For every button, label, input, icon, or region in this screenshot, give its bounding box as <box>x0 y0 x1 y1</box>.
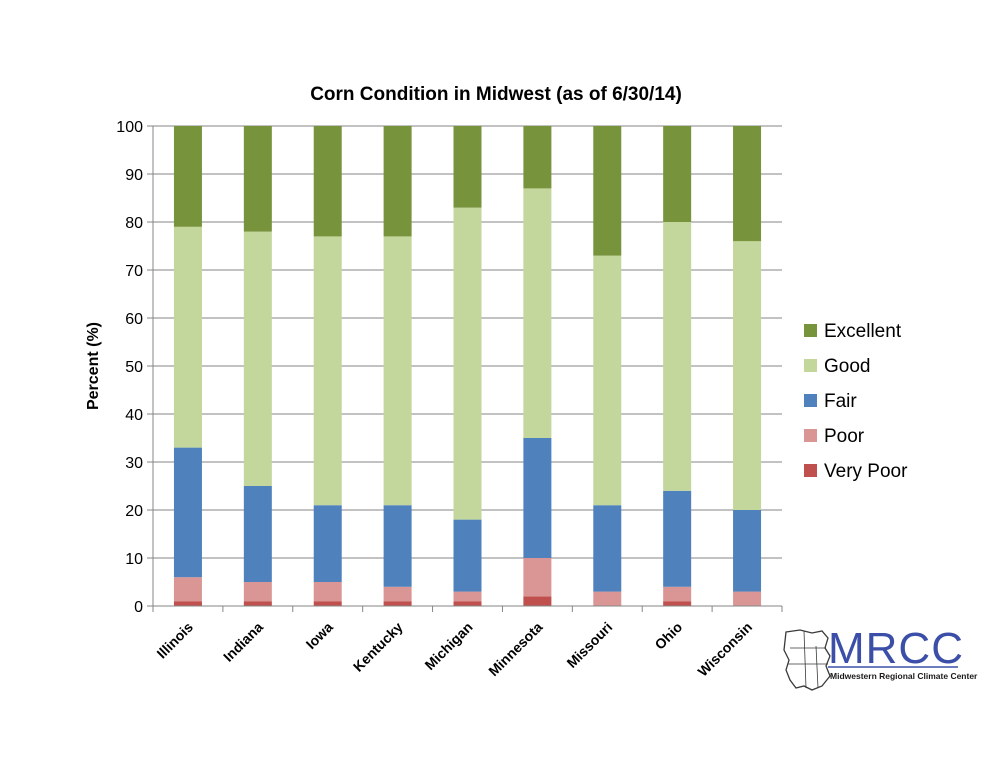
bar-stack-michigan <box>453 126 482 606</box>
bar-fair <box>313 505 342 582</box>
bar-excellent <box>453 126 482 208</box>
bar-very-poor <box>313 601 342 606</box>
bar-excellent <box>243 126 272 232</box>
y-tick-label: 50 <box>125 359 143 376</box>
legend-label: Very Poor <box>824 461 908 482</box>
bar-very-poor <box>173 601 202 606</box>
y-tick-label: 70 <box>125 263 143 280</box>
bar-fair <box>733 510 762 592</box>
y-tick-label: 0 <box>134 599 143 616</box>
bar-poor <box>523 558 552 597</box>
legend-swatch <box>804 324 817 337</box>
bar-poor <box>313 582 342 602</box>
y-tick-label: 80 <box>125 215 143 232</box>
legend-item-excellent: Excellent <box>804 321 902 342</box>
midwest-map-icon <box>783 629 831 691</box>
bar-stack-illinois <box>173 126 202 606</box>
bar-excellent <box>313 126 342 237</box>
x-tick-label: Iowa <box>303 619 336 652</box>
bar-stack-ohio <box>663 126 692 606</box>
bar-fair <box>593 505 622 592</box>
y-tick-label: 10 <box>125 551 143 568</box>
x-tick-label: Wisconsin <box>694 619 755 680</box>
bar-stack-missouri <box>593 126 622 606</box>
bar-stacks <box>173 126 762 606</box>
bar-fair <box>173 447 202 578</box>
x-axis-ticks: Illinois Indiana Iowa Kentucky Michigan Minne… <box>152 606 783 680</box>
bar-very-poor <box>523 596 552 606</box>
bar-very-poor <box>383 601 412 606</box>
x-tick-label: Minnesota <box>485 619 545 679</box>
bar-poor <box>383 586 412 602</box>
bar-fair <box>523 438 552 558</box>
x-tick-label: Missouri <box>563 619 615 671</box>
y-axis-ticks: 0 10 20 30 40 50 60 70 80 90 100 <box>116 119 153 616</box>
bar-poor <box>593 591 622 606</box>
bar-good <box>383 236 412 506</box>
bar-fair <box>453 519 482 592</box>
y-tick-label: 30 <box>125 455 143 472</box>
bar-good <box>453 207 482 520</box>
bar-stack-indiana <box>243 126 272 606</box>
legend-swatch <box>804 429 817 442</box>
x-tick-label: Michigan <box>421 619 475 673</box>
bar-excellent <box>593 126 622 256</box>
y-tick-label: 60 <box>125 311 143 328</box>
bar-very-poor <box>663 601 692 606</box>
bar-poor <box>663 586 692 602</box>
bar-excellent <box>663 126 692 222</box>
bar-good <box>243 231 272 486</box>
bar-poor <box>173 577 202 602</box>
bar-fair <box>243 486 272 582</box>
bar-good <box>173 226 202 448</box>
legend-label: Good <box>824 356 870 377</box>
legend-label: Fair <box>824 391 857 412</box>
y-tick-label: 20 <box>125 503 143 520</box>
bar-good <box>663 222 692 491</box>
legend-item-very-poor: Very Poor <box>804 461 908 482</box>
legend-swatch <box>804 394 817 407</box>
x-tick-label: Indiana <box>220 619 266 665</box>
bar-fair <box>663 490 692 587</box>
bar-excellent <box>523 126 552 189</box>
logo-subtitle: Midwestern Regional Climate Center <box>830 671 978 681</box>
bar-stack-iowa <box>313 126 342 606</box>
legend: Excellent Good Fair Poor Very Poor <box>804 321 908 482</box>
legend-swatch <box>804 464 817 477</box>
mrcc-logo: MRCC Midwestern Regional Climate Center <box>783 624 978 691</box>
bar-fair <box>383 505 412 587</box>
bar-good <box>313 236 342 506</box>
y-axis-label: Percent (%) <box>85 322 102 410</box>
bar-poor <box>453 591 482 602</box>
legend-label: Excellent <box>824 321 902 342</box>
x-tick-label: Kentucky <box>350 619 406 675</box>
legend-item-poor: Poor <box>804 426 865 447</box>
bar-stack-minnesota <box>523 126 552 606</box>
bar-very-poor <box>243 601 272 606</box>
y-tick-label: 100 <box>116 119 143 136</box>
legend-label: Poor <box>824 426 865 447</box>
legend-item-good: Good <box>804 356 870 377</box>
y-tick-label: 40 <box>125 407 143 424</box>
bar-stack-wisconsin <box>733 126 762 606</box>
bar-very-poor <box>453 601 482 606</box>
x-tick-label: Ohio <box>651 619 685 653</box>
bar-good <box>593 255 622 506</box>
bar-excellent <box>733 126 762 242</box>
legend-item-fair: Fair <box>804 391 857 412</box>
bar-good <box>733 241 762 510</box>
y-tick-label: 90 <box>125 167 143 184</box>
x-tick-label: Illinois <box>153 619 196 662</box>
logo-text: MRCC <box>828 624 964 673</box>
bar-poor <box>243 582 272 602</box>
bar-stack-kentucky <box>383 126 412 606</box>
chart-title: Corn Condition in Midwest (as of 6/30/14… <box>310 84 682 105</box>
bar-excellent <box>383 126 412 237</box>
bar-good <box>523 188 552 438</box>
bar-poor <box>733 591 762 606</box>
legend-swatch <box>804 359 817 372</box>
bar-excellent <box>173 126 202 227</box>
